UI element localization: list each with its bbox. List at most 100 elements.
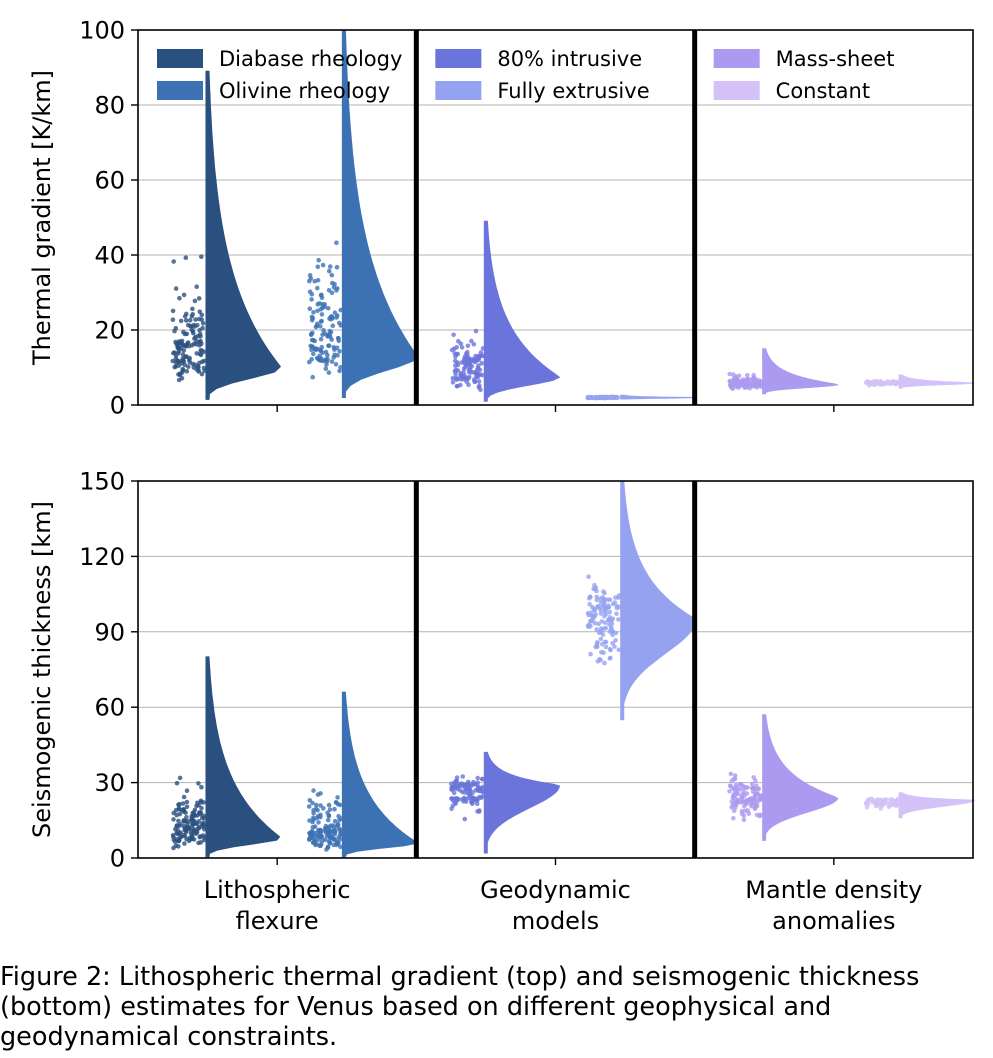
data-point xyxy=(315,346,320,352)
data-point xyxy=(170,308,176,314)
data-point xyxy=(459,377,464,382)
data-point xyxy=(183,810,188,815)
panel-thermal-gradient: 0 20 40 60 80 100 Thermal gradient [K/km] Diaba… xyxy=(28,17,975,420)
data-point xyxy=(888,797,893,802)
data-point xyxy=(332,818,338,824)
data-point xyxy=(173,286,179,291)
data-point xyxy=(605,597,611,602)
legend-label: 80% intrusive xyxy=(497,47,642,71)
data-point xyxy=(337,349,342,354)
data-point xyxy=(474,801,480,807)
data-point xyxy=(741,379,746,384)
data-point xyxy=(475,372,480,378)
data-point xyxy=(186,343,192,349)
data-point xyxy=(191,330,196,336)
data-point xyxy=(184,799,190,805)
legend-label: Fully extrusive xyxy=(497,79,649,103)
data-point xyxy=(310,374,316,380)
data-point xyxy=(616,617,621,622)
data-point xyxy=(185,825,190,830)
data-point xyxy=(333,800,339,805)
data-point xyxy=(461,369,466,375)
legend-swatch xyxy=(435,49,482,68)
data-point xyxy=(454,351,459,357)
data-point xyxy=(324,359,330,364)
data-point xyxy=(601,589,606,594)
data-point xyxy=(455,368,461,374)
data-point xyxy=(587,622,592,627)
data-point xyxy=(183,318,189,323)
legend-label: Constant xyxy=(776,79,870,103)
data-point xyxy=(336,834,342,840)
y-axis-label: Thermal gradient [K/km] xyxy=(28,70,56,366)
data-point xyxy=(455,362,461,368)
data-point xyxy=(178,318,184,324)
x-tick-label: Geodynamic xyxy=(480,876,631,904)
data-point xyxy=(319,312,325,317)
data-point xyxy=(333,362,339,367)
data-point xyxy=(616,593,622,598)
data-point xyxy=(449,796,455,801)
data-point xyxy=(461,795,467,801)
legend-swatch xyxy=(713,81,760,100)
data-point xyxy=(592,582,597,588)
data-point xyxy=(594,627,599,632)
panel-seismogenic-thickness: 0 30 60 90 120 150 Seismogenic thickness [km] L… xyxy=(28,468,975,935)
data-point xyxy=(454,345,460,350)
data-point xyxy=(173,356,179,361)
legend-swatch xyxy=(713,49,760,68)
data-point xyxy=(173,807,179,813)
data-point xyxy=(467,361,473,367)
data-point xyxy=(331,355,337,360)
data-point xyxy=(190,306,195,312)
data-point xyxy=(880,800,886,805)
data-point xyxy=(334,840,340,846)
data-point xyxy=(746,811,752,816)
data-point xyxy=(176,818,181,824)
data-point xyxy=(751,375,757,381)
data-point xyxy=(309,347,314,353)
data-point xyxy=(182,362,188,368)
data-point xyxy=(587,601,592,607)
data-point xyxy=(756,786,761,791)
data-point xyxy=(198,811,203,817)
data-point xyxy=(594,597,600,603)
y-tick-label: 40 xyxy=(94,242,125,270)
violin-diabase-rheology xyxy=(205,70,282,400)
data-point xyxy=(336,813,341,819)
data-point xyxy=(751,775,756,780)
data-point xyxy=(730,386,735,392)
data-point xyxy=(199,341,204,347)
legend-label: Mass-sheet xyxy=(776,47,895,71)
data-point xyxy=(731,808,737,813)
data-point xyxy=(326,268,332,274)
data-point xyxy=(616,647,622,653)
data-point xyxy=(740,792,745,797)
data-point xyxy=(311,351,316,357)
x-tick-label: models xyxy=(512,907,599,935)
data-point xyxy=(189,327,195,332)
data-point xyxy=(330,323,336,329)
data-point xyxy=(196,296,202,301)
y-tick-label: 20 xyxy=(94,317,125,345)
y-tick-label: 80 xyxy=(94,92,125,120)
data-point xyxy=(197,360,202,366)
data-point xyxy=(318,292,324,298)
y-axis-label: Seismogenic thickness [km] xyxy=(28,501,56,838)
data-point xyxy=(195,322,200,328)
data-point xyxy=(311,310,316,315)
data-point xyxy=(326,370,332,375)
data-point xyxy=(322,837,328,843)
data-point xyxy=(731,816,736,821)
data-point xyxy=(471,342,477,347)
data-point xyxy=(199,821,205,827)
data-point xyxy=(201,365,207,371)
data-point xyxy=(610,641,615,646)
data-point xyxy=(307,359,312,365)
data-point xyxy=(593,612,598,617)
data-point xyxy=(732,773,738,778)
data-point xyxy=(472,379,478,384)
data-point xyxy=(196,826,202,831)
x-tick-label: Lithospheric xyxy=(204,876,351,904)
data-point xyxy=(177,775,183,781)
